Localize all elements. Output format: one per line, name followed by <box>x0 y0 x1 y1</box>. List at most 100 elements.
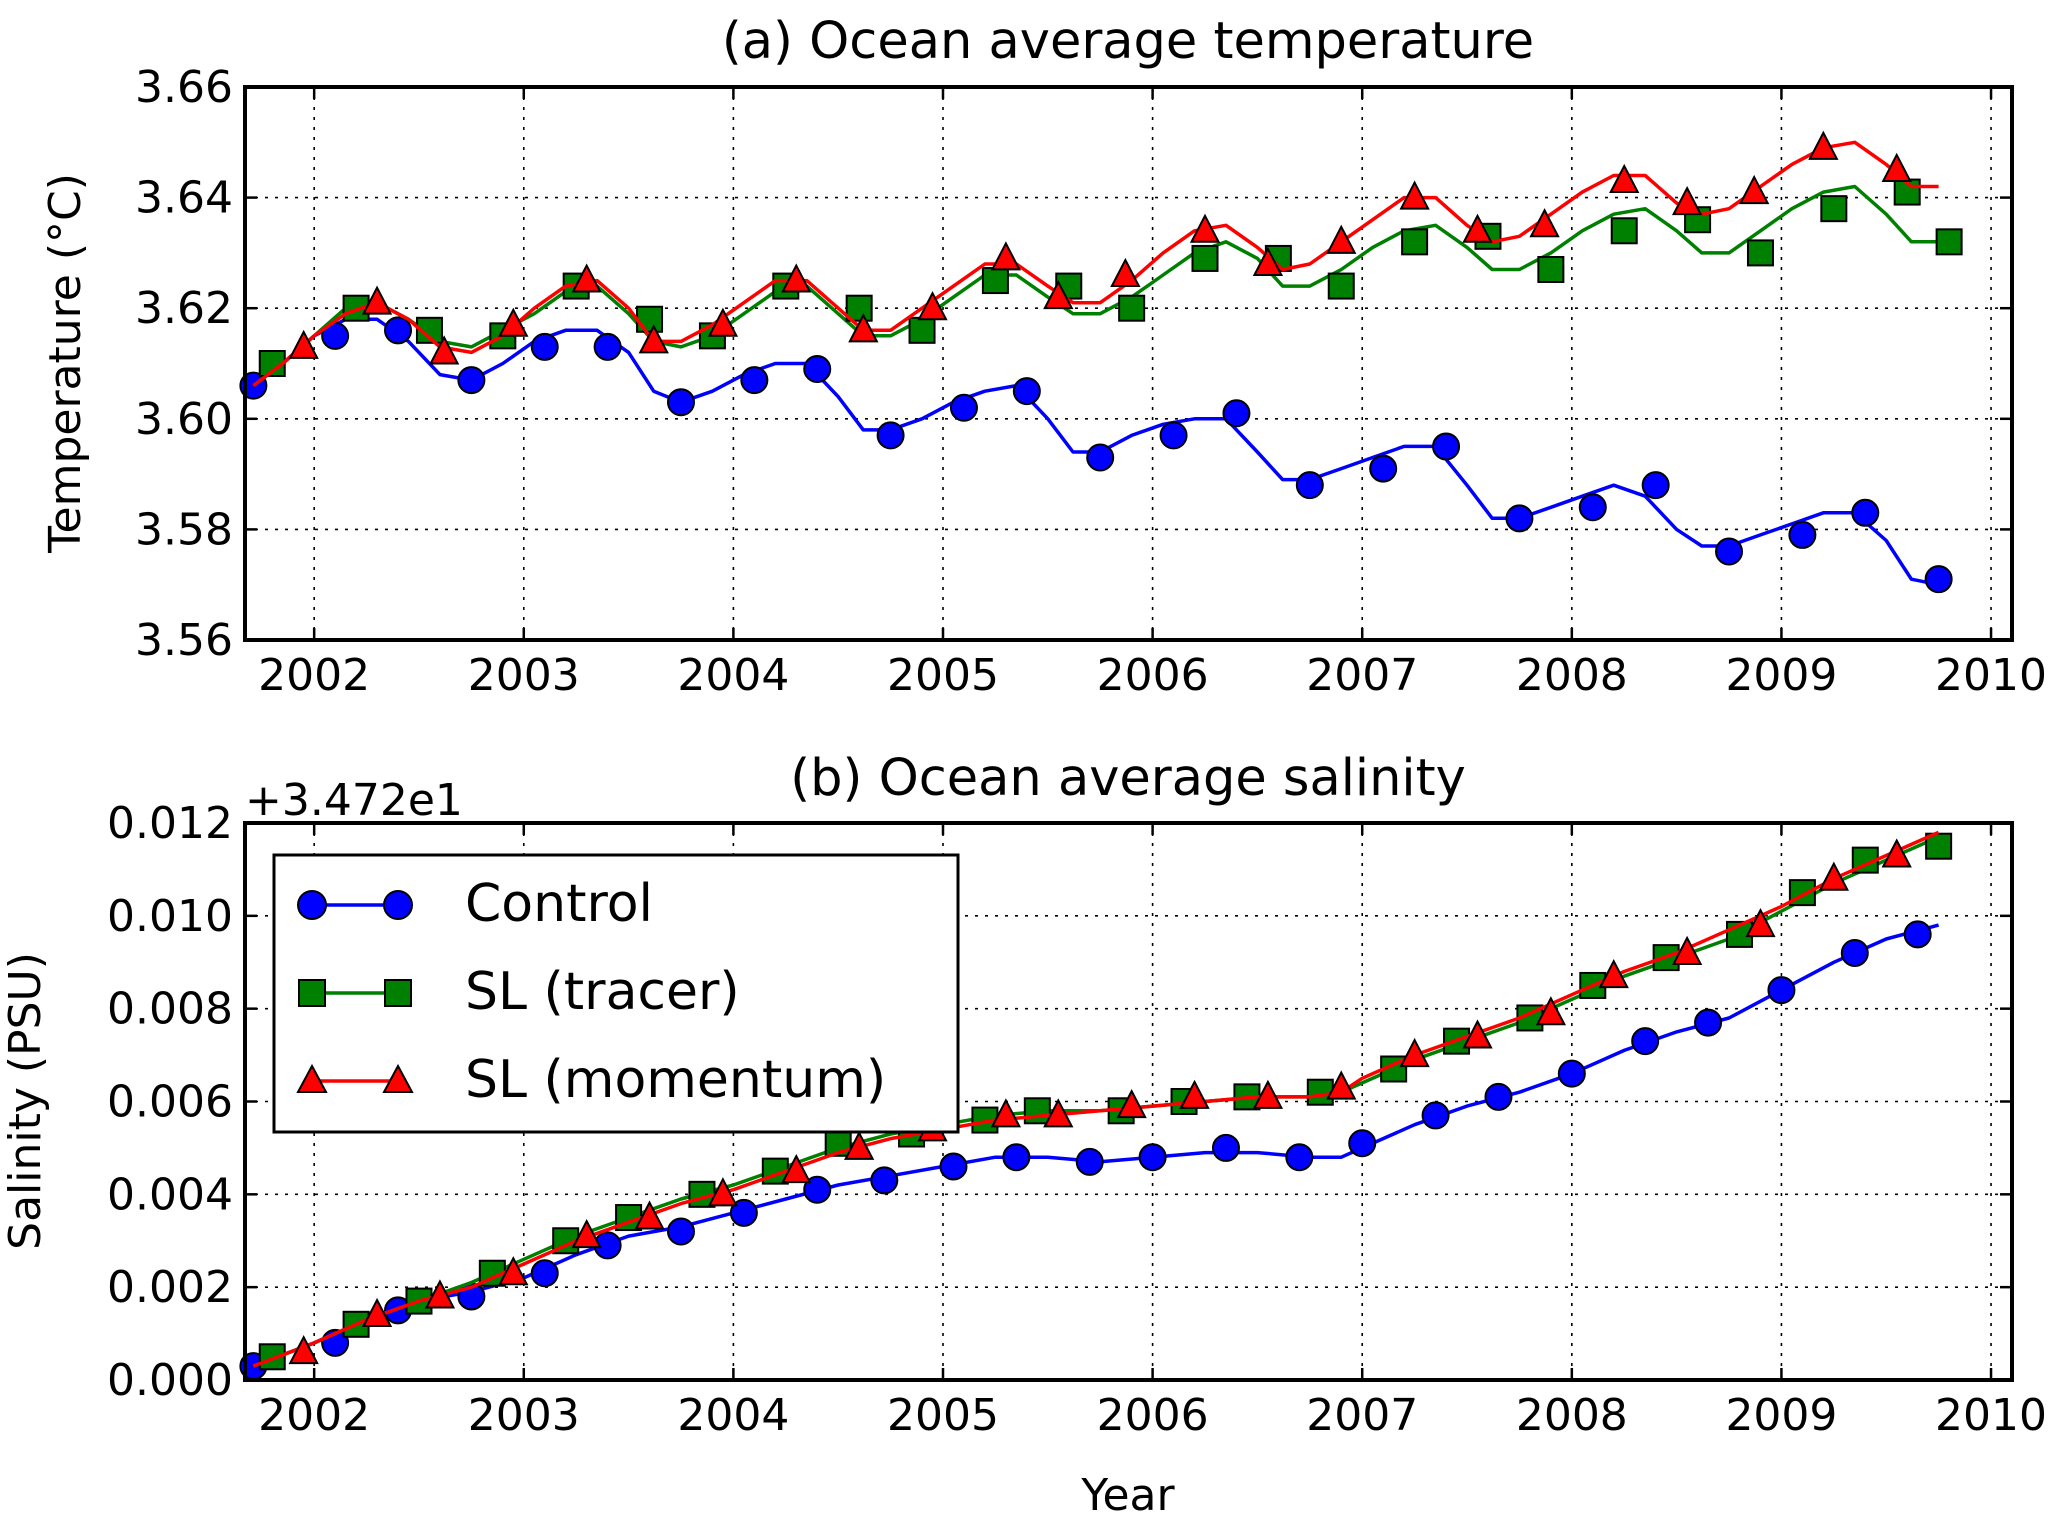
legend-marker-sl-momentum-end <box>382 1063 414 1093</box>
temp-control-point <box>1851 498 1880 527</box>
sal-sl-momentum-point <box>844 1130 875 1160</box>
sal-sl-momentum-point <box>990 1098 1022 1128</box>
temp-x-tick-label: 2008 <box>1516 650 1628 701</box>
temp-control-point <box>593 332 622 361</box>
temp-sl-momentum-point <box>498 307 529 337</box>
sal-sl-momentum-point <box>1881 838 1912 868</box>
legend-label-control: Control <box>465 874 653 934</box>
sal-sl-momentum-point <box>1462 1019 1493 1049</box>
sal-control-point <box>1075 1147 1104 1176</box>
temp-y-tick-label: 3.56 <box>135 615 233 666</box>
legend-entry-sl-momentum: SL (momentum) <box>296 1050 886 1110</box>
sal-sl-momentum-point <box>571 1218 602 1249</box>
temp-control-point <box>1505 504 1534 533</box>
sal-sl-tracer-point <box>1306 1078 1334 1106</box>
temp-control-point <box>949 393 978 422</box>
temp-sl-tracer-point <box>1537 255 1565 283</box>
sal-control-point <box>1421 1101 1450 1130</box>
temp-sl-momentum-point <box>848 313 879 343</box>
temp-sl-momentum-point <box>638 324 669 354</box>
legend-label-sl-momentum: SL (momentum) <box>465 1050 886 1110</box>
sal-sl-momentum-point <box>498 1256 529 1286</box>
temp-sl-tracer-line <box>252 184 1939 387</box>
sal-y-tick-label: 0.006 <box>107 1077 233 1128</box>
sal-y-tick-label: 0.008 <box>107 984 233 1035</box>
legend-marker-control-end <box>383 890 413 920</box>
sal-control-series <box>239 920 1940 1381</box>
temperature-panel: 2002 2003 2004 2005 2006 2007 2008 2009 2010 3.56… <box>40 12 2047 701</box>
temp-control-point <box>1159 421 1188 450</box>
temperature-title: (a) Ocean average temperature <box>722 12 1534 71</box>
temp-control-point <box>1788 520 1817 549</box>
temperature-grid <box>245 87 2012 640</box>
temp-control-point <box>740 366 769 395</box>
temp-sl-momentum-point <box>1808 130 1839 160</box>
sal-sl-momentum-point <box>1535 996 1567 1026</box>
temp-control-point <box>876 421 905 450</box>
sal-sl-momentum-point <box>1818 861 1849 891</box>
sal-sl-momentum-point <box>1116 1088 1147 1119</box>
sal-control-point <box>1694 1008 1723 1037</box>
sal-sl-momentum-point <box>288 1334 319 1365</box>
sal-control-point <box>1840 938 1869 967</box>
sal-sl-momentum-point <box>781 1153 812 1184</box>
temp-sl-tracer-point <box>908 316 936 344</box>
temp-sl-momentum-point <box>571 263 602 293</box>
temp-sl-tracer-point <box>1118 294 1146 322</box>
temp-sl-momentum-point <box>781 263 812 293</box>
sal-control-point <box>1211 1133 1240 1162</box>
temp-y-tick-label: 3.60 <box>135 394 233 445</box>
sal-sl-tracer-point <box>405 1287 433 1315</box>
sal-x-tick-label: 2003 <box>468 1390 580 1441</box>
temperature-ticks: 2002 2003 2004 2005 2006 2007 2008 2009 2010 3.56… <box>135 62 2047 701</box>
sal-sl-momentum-point <box>707 1177 739 1207</box>
temp-sl-tracer-point <box>1401 228 1429 256</box>
sal-y-tick-label: 0.002 <box>107 1262 233 1313</box>
sal-sl-momentum-point <box>361 1297 393 1328</box>
legend-entry-sl-tracer: SL (tracer) <box>298 962 740 1022</box>
sal-control-point <box>729 1198 758 1227</box>
temp-sl-tracer-point <box>1610 217 1638 245</box>
sal-y-tick-label: 0.012 <box>107 798 233 849</box>
sal-x-tick-label: 2004 <box>677 1390 789 1441</box>
sal-y-tick-label: 0.000 <box>107 1355 233 1406</box>
temp-sl-tracer-point <box>1820 195 1848 223</box>
salinity-offset-label: +3.472e1 <box>245 775 463 826</box>
sal-x-tick-label: 2007 <box>1306 1390 1418 1441</box>
sal-sl-momentum-point <box>1179 1079 1210 1109</box>
temp-y-tick-label: 3.66 <box>135 62 233 113</box>
temp-control-point <box>1369 454 1398 483</box>
salinity-series <box>239 830 1953 1381</box>
temp-y-tick-label: 3.62 <box>135 283 233 334</box>
temp-control-point <box>1715 537 1744 566</box>
temp-control-point <box>1641 471 1670 500</box>
sal-control-point <box>1138 1143 1167 1172</box>
temp-sl-momentum-point <box>1399 180 1430 210</box>
temp-control-point <box>1295 471 1324 500</box>
temp-sl-momentum-point <box>707 307 739 337</box>
legend-marker-sl-momentum <box>296 1063 328 1093</box>
temp-y-tick-label: 3.58 <box>135 504 233 555</box>
temp-sl-momentum-point <box>1881 152 1912 182</box>
temp-sl-momentum-point <box>1462 213 1493 243</box>
sal-control-point <box>1348 1129 1377 1158</box>
sal-control-point <box>1631 1027 1660 1056</box>
sal-sl-tracer-point <box>1023 1097 1051 1125</box>
sal-control-point <box>870 1166 899 1195</box>
temp-sl-momentum-point <box>1609 163 1640 194</box>
sal-control-point <box>939 1152 968 1181</box>
sal-control-point <box>1002 1143 1031 1172</box>
temp-sl-momentum-point <box>1043 279 1074 310</box>
temp-control-point <box>530 332 559 361</box>
legend-marker-sl-tracer <box>298 979 326 1007</box>
sal-sl-momentum-point <box>1043 1098 1074 1128</box>
temp-control-point <box>1432 432 1461 461</box>
sal-x-tick-label: 2009 <box>1725 1390 1837 1441</box>
temp-sl-momentum-point <box>1326 224 1357 254</box>
temp-control-point <box>1086 443 1115 472</box>
salinity-ticks: 2002 2003 2004 2005 2006 2007 2008 2009 2010 0.00… <box>107 798 2047 1441</box>
temp-control-point <box>803 355 832 384</box>
temp-sl-tracer-point <box>981 267 1009 295</box>
temp-sl-tracer-point <box>636 305 664 333</box>
sal-y-tick-label: 0.004 <box>107 1169 233 1220</box>
